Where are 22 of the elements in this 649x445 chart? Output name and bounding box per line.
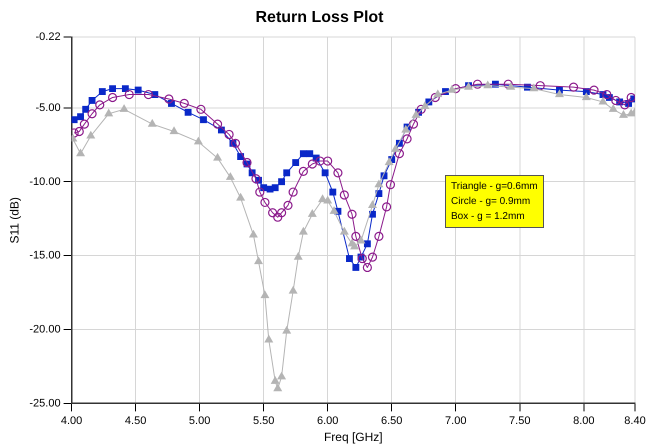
y-tick-label: -20.00: [29, 324, 61, 336]
annotation: Triangle - g=0.6mm: [451, 180, 538, 194]
x-tick-label: 5.50: [252, 415, 274, 428]
x-axis-title: Freq [GHz]: [324, 430, 383, 444]
annotation: Box - g = 1.2mm: [451, 210, 526, 224]
x-tick-label: 8.00: [573, 415, 594, 428]
x-tick-label: 6.00: [316, 415, 338, 428]
x-tick-label: 7.00: [445, 415, 466, 428]
chart-title: Return Loss Plot: [255, 9, 384, 26]
x-tick-label: 7.50: [509, 415, 530, 428]
y-tick-label: -15.00: [29, 250, 61, 262]
x-tick-label: 6.50: [381, 415, 402, 428]
y-tick-label: -10.00: [29, 176, 61, 188]
x-tick-label: 8.40: [624, 415, 646, 428]
x-tick-label: 4.50: [124, 415, 146, 428]
annotation: Circle - g= 0.9mm: [451, 195, 532, 209]
y-tick-label: -25.00: [29, 397, 61, 410]
y-tick-label: -0.22: [36, 31, 61, 44]
y-axis-title: S11 (dB): [8, 197, 22, 244]
y-tick-label: -5.00: [36, 102, 61, 114]
x-tick-label: 4.00: [60, 415, 82, 428]
x-tick-label: 5.00: [188, 415, 210, 428]
